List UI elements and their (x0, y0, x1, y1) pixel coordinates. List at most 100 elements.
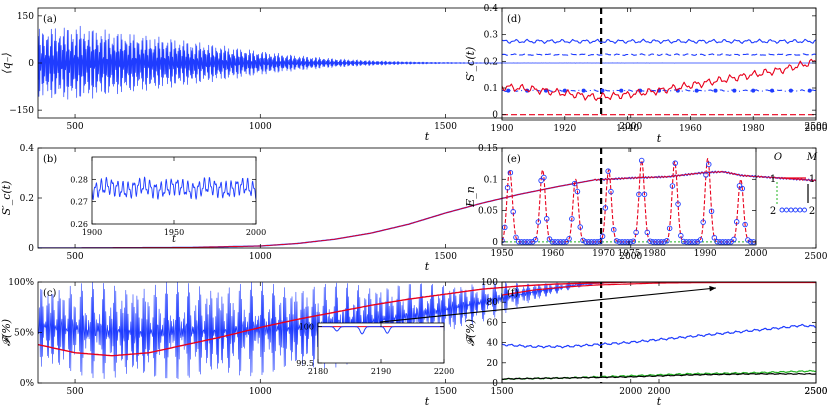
x-tick-label: 500 (66, 252, 83, 262)
series-line-black (502, 372, 816, 380)
x-tick-label: 2190 (371, 367, 391, 376)
x-tick-label: 1500 (434, 122, 457, 132)
data-marker (541, 174, 547, 181)
data-marker (706, 161, 712, 168)
legend-swatch-blue (797, 207, 803, 213)
data-marker (602, 205, 609, 211)
y-tick-label: 0 (28, 244, 34, 254)
data-marker (557, 239, 564, 245)
data-marker (636, 191, 642, 198)
legend-header-m: M (806, 152, 818, 163)
data-marker (563, 238, 570, 245)
legend-row2-m: 2 (809, 206, 815, 217)
data-marker (708, 208, 715, 215)
x-tick-label-minor: 1980 (643, 249, 666, 259)
inset-x-label: t (172, 234, 177, 245)
data-marker (555, 239, 561, 245)
series-line-red (38, 282, 816, 357)
y-tick-label: 0 (492, 238, 498, 248)
data-marker (506, 88, 511, 93)
x-tick-label: 2000 (745, 249, 768, 259)
data-marker (717, 239, 723, 245)
data-marker (524, 239, 530, 245)
x-tick-label: 1900 (491, 124, 514, 134)
data-marker (751, 88, 756, 93)
data-marker (605, 168, 611, 174)
x-tick-label: 1900 (82, 228, 102, 237)
data-marker (583, 239, 589, 245)
data-marker (518, 239, 525, 245)
y-tick-label: 150 (17, 12, 34, 22)
data-marker (622, 239, 628, 245)
data-marker (683, 239, 690, 245)
data-marker (647, 238, 653, 244)
data-marker (543, 216, 550, 222)
inset-line (92, 176, 256, 200)
legend-swatch-blue (793, 207, 798, 213)
y-tick-label: 20 (487, 359, 499, 369)
data-marker (552, 239, 558, 245)
panel-label: (e) (507, 154, 521, 165)
data-marker (652, 239, 659, 245)
y-tick-label: 0.26 (70, 220, 88, 229)
x-tick-label: 1950 (164, 228, 184, 237)
y-tick-label: 0.15 (478, 144, 498, 154)
inset-bg (318, 323, 444, 363)
x-tick-label-minor: 1990 (694, 249, 717, 259)
y-tick-label: 60 (487, 318, 499, 328)
y-tick-label: 0.27 (70, 198, 88, 207)
x-tick-label: 1960 (679, 124, 702, 134)
y-tick-label: 100 (299, 323, 314, 332)
data-marker (697, 237, 704, 243)
data-marker (600, 88, 605, 93)
x-tick-label: 1500 (434, 387, 457, 397)
y-tick-label: 100 (481, 278, 498, 288)
data-marker (507, 169, 514, 176)
data-marker (692, 239, 698, 245)
legend-swatch-blue (802, 207, 807, 213)
data-marker (633, 229, 639, 236)
panel-label: (f) (507, 288, 519, 299)
data-marker (562, 88, 567, 93)
panel-f-series (502, 282, 816, 380)
data-marker (532, 236, 539, 243)
x-axis-label: t (425, 260, 430, 273)
x-tick-label-minor: 1960 (541, 249, 564, 259)
x-tick-label: 1975 (618, 249, 641, 259)
data-marker (669, 183, 676, 189)
data-marker (700, 219, 706, 225)
data-marker (678, 232, 684, 239)
data-marker (703, 172, 709, 178)
panel-label: (d) (507, 14, 521, 25)
x-axis-label: t (657, 395, 662, 408)
y-tick-label: 0.2 (20, 194, 34, 204)
data-marker (666, 225, 673, 232)
y-tick-label: 0.3 (484, 31, 499, 41)
x-axis-label: t (425, 395, 430, 408)
y-axis-label: E_n (464, 186, 477, 208)
y-tick-label: 40 (487, 339, 499, 349)
y-tick-label: −150 (9, 106, 34, 116)
x-tick-label: 2500 (805, 252, 828, 262)
data-marker (624, 239, 631, 245)
data-marker (616, 239, 623, 245)
data-marker (689, 239, 695, 245)
data-marker (502, 224, 508, 231)
data-marker (608, 188, 614, 195)
x-tick-label: 1920 (553, 124, 576, 134)
y-tick-label: 0 (28, 59, 34, 69)
y-tick-label: 0.05 (478, 207, 498, 217)
data-marker (574, 188, 581, 195)
data-marker (571, 180, 578, 187)
x-tick-label: 500 (66, 122, 83, 132)
data-marker (504, 184, 511, 191)
legend-row1-m: 1 (809, 174, 815, 185)
y-tick-label: 0 (492, 111, 498, 121)
x-tick-label: 1500 (491, 387, 514, 397)
y-axis-label: ⟨q₋⟩ (0, 52, 13, 73)
x-tick-label: 2000 (619, 122, 642, 132)
y-tick-label: 0.1 (484, 175, 498, 185)
data-marker (725, 239, 732, 245)
x-tick-label: 2200 (434, 367, 454, 376)
x-tick-label: 1000 (249, 387, 272, 397)
